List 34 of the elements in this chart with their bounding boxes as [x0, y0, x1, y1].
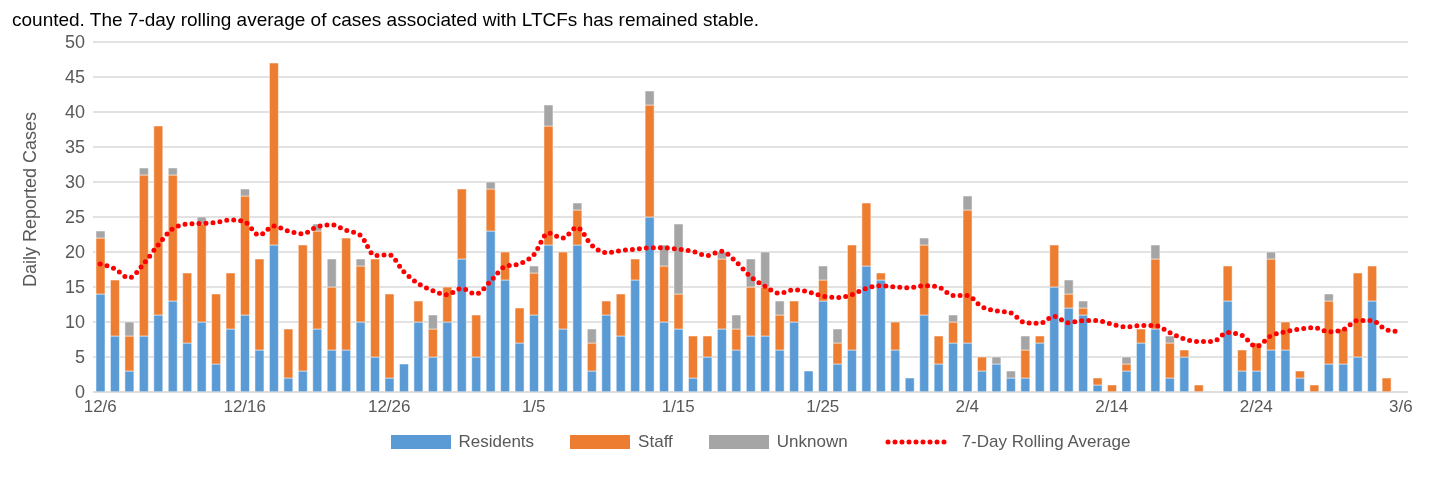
text: counted. The 7-day rolling average of cases associated with LTCFs has remained stable. — [11, 8, 761, 32]
y-tick-label: 40 — [64, 102, 85, 123]
y-tick-label: 35 — [64, 137, 85, 158]
bar — [399, 363, 409, 392]
y-tick-label: 5 — [74, 347, 85, 368]
x-tick-label: 3/6 — [1388, 397, 1413, 417]
bar — [1193, 384, 1204, 392]
y-tick-label: 20 — [64, 242, 85, 263]
bar — [803, 370, 814, 392]
y-axis-title: Daily Reported Cases — [20, 111, 41, 287]
x-tick-label: 12/6 — [83, 397, 117, 417]
legend-label: 7-Day Rolling Average — [961, 432, 1131, 452]
x-tick-label: 1/15 — [661, 397, 695, 417]
legend-label: Staff — [638, 432, 673, 452]
bar — [904, 377, 915, 392]
y-tick-label: 30 — [64, 172, 85, 193]
x-tick-label: 12/26 — [367, 397, 411, 417]
x-tick-label: 2/4 — [955, 397, 980, 417]
bar — [1381, 377, 1392, 392]
x-tick-label: 2/24 — [1239, 397, 1273, 417]
bar — [1309, 384, 1320, 392]
legend-label: Unknown — [776, 432, 848, 452]
legend-label: Residents — [458, 432, 535, 452]
x-tick-label: 12/16 — [223, 397, 266, 417]
bar — [1107, 384, 1117, 392]
y-tick-label: 50 — [64, 32, 85, 53]
x-tick-label: 1/5 — [521, 397, 546, 417]
x-tick-label: 2/14 — [1095, 397, 1129, 417]
x-tick-label: 1/25 — [806, 397, 840, 417]
y-tick-label: 25 — [64, 207, 85, 228]
y-tick-label: 15 — [64, 277, 85, 298]
y-tick-label: 0 — [74, 382, 85, 403]
y-tick-label: 45 — [64, 67, 85, 88]
y-tick-label: 10 — [64, 312, 85, 333]
